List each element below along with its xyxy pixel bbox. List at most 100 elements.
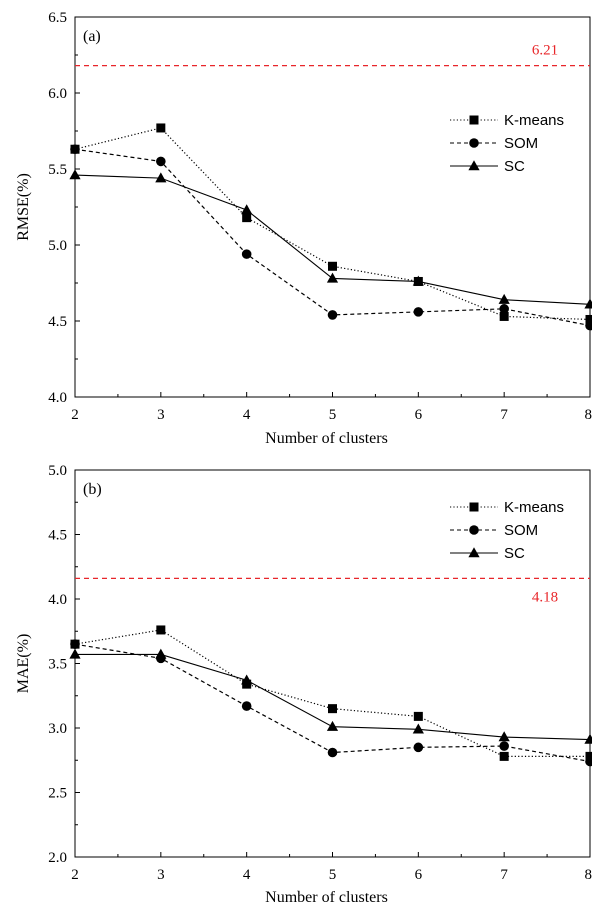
data-point bbox=[241, 701, 252, 711]
data-point bbox=[585, 751, 592, 761]
legend-label: K-means bbox=[504, 499, 564, 516]
data-point bbox=[585, 320, 592, 331]
data-point bbox=[499, 304, 509, 314]
series-sc bbox=[69, 648, 592, 744]
legend-label: K-means bbox=[504, 112, 564, 129]
legend-label: SC bbox=[504, 545, 525, 562]
data-point bbox=[584, 298, 592, 309]
series-k-means bbox=[70, 625, 592, 761]
series-sc bbox=[69, 169, 592, 309]
legend-entry: SC bbox=[450, 158, 525, 175]
legend-entry: SOM bbox=[450, 522, 538, 539]
x-tick-label: 8 bbox=[585, 867, 592, 883]
x-tick-label: 2 bbox=[71, 867, 79, 883]
data-point bbox=[242, 213, 252, 223]
legend-marker bbox=[469, 115, 479, 125]
data-point bbox=[498, 731, 510, 742]
legend-marker bbox=[469, 502, 479, 512]
x-tick-label: 6 bbox=[415, 867, 423, 883]
y-axis-title: MAE(%) bbox=[15, 634, 32, 694]
data-point bbox=[69, 169, 81, 180]
data-point bbox=[499, 751, 509, 761]
data-point bbox=[326, 720, 339, 731]
plot-frame bbox=[74, 16, 591, 398]
data-point bbox=[156, 156, 166, 167]
series-k-means bbox=[70, 123, 592, 324]
data-point bbox=[327, 747, 338, 758]
series-line bbox=[74, 643, 591, 763]
y-axis-title: RMSE(%) bbox=[15, 173, 32, 241]
data-point bbox=[70, 144, 80, 155]
series-line bbox=[74, 127, 591, 321]
data-point bbox=[328, 261, 337, 271]
y-tick-label: 4.0 bbox=[48, 592, 67, 608]
series-som bbox=[70, 144, 592, 331]
data-point bbox=[498, 293, 510, 304]
data-point bbox=[156, 123, 166, 133]
data-point bbox=[584, 733, 592, 744]
data-point bbox=[328, 704, 337, 714]
legend-label: SOM bbox=[504, 522, 538, 539]
panel-label: (a) bbox=[83, 28, 101, 45]
data-point bbox=[413, 307, 424, 317]
data-point bbox=[241, 204, 253, 215]
legend-marker bbox=[469, 525, 479, 535]
chart-panel-a: 2 3 4 5 6 7 8 4.0 4.5 5.0 5.5 6.0 6.5 Number of clust… bbox=[15, 10, 592, 447]
series-line bbox=[74, 174, 591, 305]
y-tick-label: 4.0 bbox=[48, 390, 67, 406]
y-tick-label: 3.5 bbox=[48, 657, 67, 673]
x-tick-label: 7 bbox=[500, 407, 508, 423]
legend-entry: K-means bbox=[450, 112, 564, 129]
legend-marker bbox=[468, 160, 480, 171]
data-point bbox=[155, 648, 167, 659]
data-point bbox=[69, 648, 81, 659]
x-tick-label: 5 bbox=[329, 867, 337, 883]
legend-entry: SC bbox=[450, 545, 525, 562]
legend-entry: K-means bbox=[450, 499, 564, 516]
x-tick-label: 3 bbox=[157, 867, 165, 883]
data-point bbox=[241, 249, 252, 259]
x-tick-label: 4 bbox=[243, 407, 251, 423]
x-tick-label: 4 bbox=[243, 867, 251, 883]
legend-marker bbox=[469, 138, 479, 148]
y-tick-label: 2.5 bbox=[48, 786, 67, 802]
y-tick-label: 5.0 bbox=[48, 463, 67, 479]
x-tick-label: 6 bbox=[415, 407, 423, 423]
data-point bbox=[70, 639, 80, 649]
y-tick-label: 2.0 bbox=[48, 850, 67, 866]
data-point bbox=[499, 311, 509, 321]
data-point bbox=[327, 310, 338, 320]
x-tick-label: 3 bbox=[157, 407, 165, 423]
legend-marker bbox=[468, 547, 480, 558]
x-tick-label: 5 bbox=[329, 407, 337, 423]
data-point bbox=[585, 314, 592, 324]
x-axis-title: Number of clusters bbox=[265, 430, 388, 447]
data-point bbox=[413, 711, 423, 721]
x-tick-label: 8 bbox=[585, 407, 592, 423]
data-point bbox=[585, 756, 592, 767]
data-point bbox=[241, 674, 253, 685]
y-tick-label: 6.0 bbox=[48, 86, 67, 102]
x-tick-label: 7 bbox=[500, 867, 508, 883]
panel-label: (b) bbox=[83, 481, 102, 498]
legend-entry: SOM bbox=[450, 135, 538, 152]
data-point bbox=[499, 741, 509, 751]
data-point bbox=[156, 625, 166, 635]
chart-panel-b: 2 3 4 5 6 7 8 2.0 2.5 3.0 3.5 4.0 4.5 5.0 Number of cl… bbox=[15, 463, 592, 906]
data-point bbox=[155, 172, 167, 183]
data-point bbox=[413, 742, 424, 753]
legend-label: SC bbox=[504, 158, 525, 175]
legend-label: SOM bbox=[504, 135, 538, 152]
y-tick-label: 4.5 bbox=[48, 528, 67, 544]
y-tick-label: 5.5 bbox=[48, 162, 67, 178]
data-point bbox=[412, 275, 424, 286]
y-tick-label: 6.5 bbox=[48, 10, 67, 26]
series-line bbox=[74, 148, 591, 327]
y-tick-label: 4.5 bbox=[48, 314, 67, 330]
x-tick-label: 2 bbox=[71, 407, 79, 423]
reference-line-label: 4.18 bbox=[532, 589, 558, 605]
y-tick-label: 3.0 bbox=[48, 721, 67, 737]
data-point bbox=[412, 723, 424, 734]
y-tick-label: 5.0 bbox=[48, 238, 67, 254]
